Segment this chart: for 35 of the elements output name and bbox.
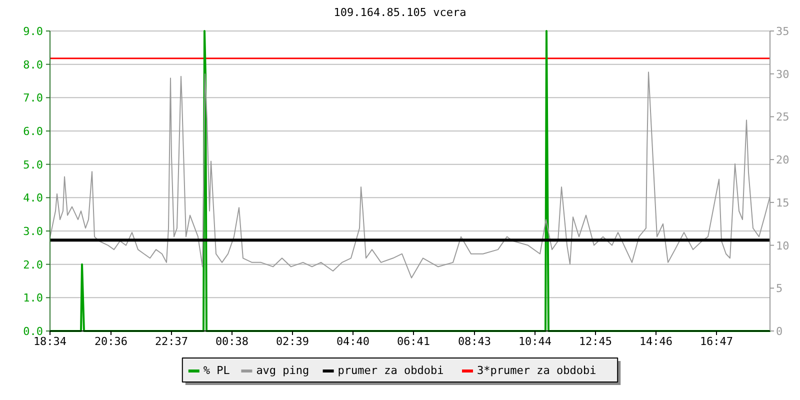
legend-label: avg ping xyxy=(256,364,310,377)
x-tick-label: 20:36 xyxy=(94,335,128,348)
x-tick-label: 00:38 xyxy=(215,335,249,348)
y2-tick-label: 30 xyxy=(776,68,790,81)
y2-tick-label: 35 xyxy=(776,25,790,38)
x-tick-label: 10:44 xyxy=(518,335,552,348)
y-tick-label: 2.0 xyxy=(23,258,43,272)
x-tick-label: 08:43 xyxy=(458,335,492,348)
y-tick-label: 0.0 xyxy=(23,325,43,338)
y2-tick-label: 15 xyxy=(776,196,790,210)
x-tick-label: 04:40 xyxy=(336,335,370,348)
y2-tick-label: 25 xyxy=(776,110,790,124)
y-tick-label: 7.0 xyxy=(23,92,43,105)
y2-tick-label: 0 xyxy=(776,325,783,338)
y-tick-label: 6.0 xyxy=(23,125,43,138)
y2-tick-label: 20 xyxy=(776,154,790,167)
x-tick-label: 02:39 xyxy=(276,335,310,348)
chart-title: 109.164.85.105 vcera xyxy=(334,6,466,19)
y-tick-label: 8.0 xyxy=(23,58,43,72)
y-tick-label: 9.0 xyxy=(23,25,43,38)
y-tick-label: 3.0 xyxy=(23,225,43,238)
x-tick-label: 12:45 xyxy=(578,335,612,348)
x-tick-label: 18:34 xyxy=(33,335,67,348)
y2-tick-label: 10 xyxy=(776,239,790,252)
legend-label: % PL xyxy=(203,364,230,377)
legend-label: 3*prumer za obdobi xyxy=(477,364,596,377)
x-tick-label: 16:47 xyxy=(700,335,734,348)
y2-tick-label: 5 xyxy=(776,282,783,296)
y-tick-label: 1.0 xyxy=(23,292,43,305)
x-tick-label: 14:46 xyxy=(639,335,673,348)
x-tick-label: 06:41 xyxy=(396,335,430,348)
y-tick-label: 5.0 xyxy=(23,158,43,172)
y-tick-label: 4.0 xyxy=(23,192,43,205)
legend-label: prumer za obdobi xyxy=(338,364,444,377)
x-tick-label: 22:37 xyxy=(154,335,188,348)
